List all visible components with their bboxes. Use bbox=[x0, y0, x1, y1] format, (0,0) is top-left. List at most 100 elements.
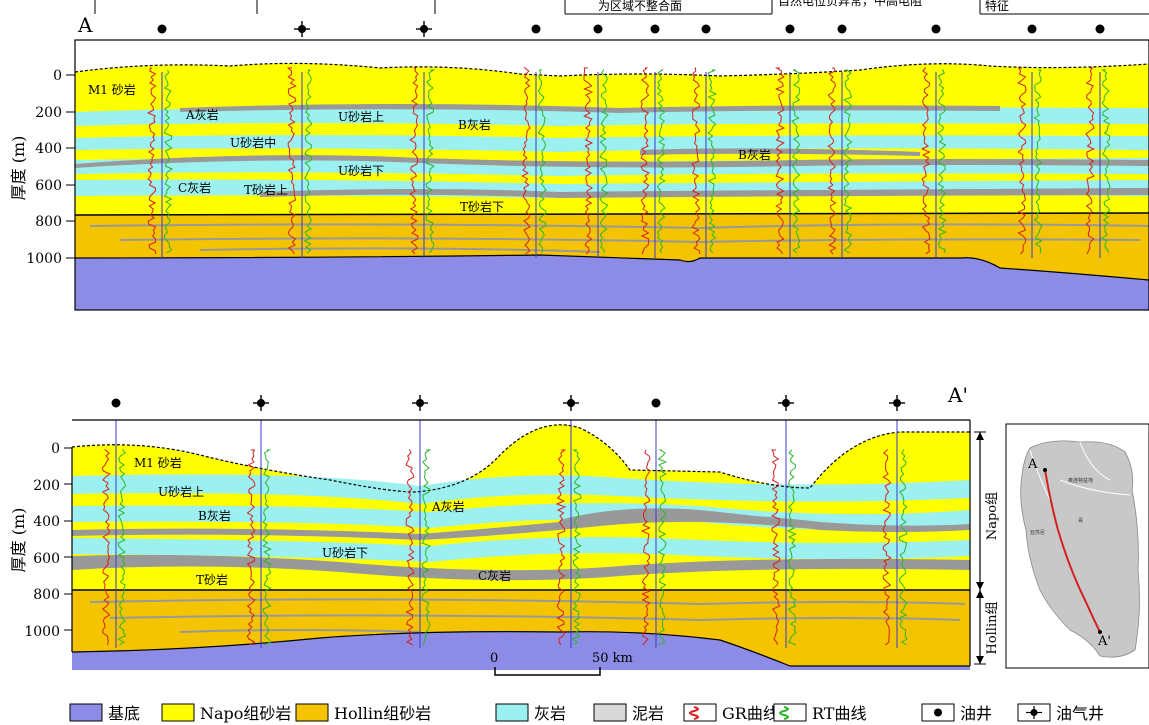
oil-well-icon bbox=[1095, 24, 1105, 34]
well bbox=[521, 67, 547, 258]
well bbox=[920, 67, 947, 258]
label-t-upper: T砂岩上 bbox=[244, 182, 288, 197]
oil-gas-well-icon bbox=[412, 395, 428, 411]
tick-label: 600 bbox=[33, 551, 60, 567]
header-cell-2: 自然电位负异常，中高电阻 bbox=[778, 0, 922, 8]
header-table-strip: 为区域不整合面 自然电位负异常，中高电阻 特征 bbox=[0, 0, 1149, 15]
oil-well-icon bbox=[593, 24, 603, 34]
map-small-label: 哥 bbox=[1078, 518, 1083, 524]
legend-item: Napo组砂岩 bbox=[161, 703, 291, 723]
limestone-band bbox=[75, 135, 1149, 152]
oil-gas-well-icon bbox=[563, 395, 579, 411]
svg-text:灰岩: 灰岩 bbox=[534, 704, 566, 723]
legend-item: 灰岩 bbox=[495, 703, 566, 723]
mudstone-streak bbox=[640, 148, 920, 156]
tick-label: 200 bbox=[35, 105, 62, 121]
legend-item: 基底 bbox=[69, 703, 140, 723]
well bbox=[409, 67, 436, 258]
tick-label: 0 bbox=[51, 441, 60, 457]
scale-end: 50 km bbox=[592, 651, 633, 666]
svg-text:基底: 基底 bbox=[108, 704, 140, 723]
well bbox=[583, 67, 609, 258]
oil-well-icon bbox=[701, 24, 711, 34]
scale-bar: 0 50 km bbox=[490, 651, 633, 676]
well bbox=[774, 67, 801, 258]
limestone-band bbox=[72, 474, 970, 504]
map-end-label: A' bbox=[1097, 634, 1111, 649]
oil-gas-well-icon bbox=[778, 395, 794, 411]
mudstone-streak bbox=[180, 104, 1000, 113]
mudstone-streak bbox=[72, 554, 970, 581]
oil-well-icon bbox=[931, 24, 941, 34]
well bbox=[146, 67, 173, 258]
upper-well-symbols bbox=[157, 21, 1105, 37]
y-axis-title: 厚度 (m) bbox=[9, 136, 28, 201]
basement-unit bbox=[72, 631, 970, 670]
well bbox=[827, 67, 853, 258]
oil-well-icon bbox=[837, 24, 847, 34]
oil-well-icon bbox=[111, 398, 121, 408]
svg-text:油气井: 油气井 bbox=[1056, 704, 1104, 723]
upper-unit-labels: M1 砂岩 A灰岩 U砂岩上 B灰岩 U砂岩中 B灰岩 U砂岩下 C灰岩 T砂岩… bbox=[88, 82, 771, 214]
label-u-middle: U砂岩中 bbox=[230, 135, 276, 150]
well bbox=[246, 420, 272, 648]
legend-item: 泥岩 bbox=[593, 703, 664, 723]
inset-map: A A' 奥连特盆地 哥 亚苏尼 bbox=[1005, 423, 1149, 669]
label-u-upper: U砂岩上 bbox=[338, 109, 384, 124]
napo-formation-label: Napo组 bbox=[985, 492, 1000, 540]
tick-label: 600 bbox=[35, 178, 62, 194]
well bbox=[405, 420, 432, 648]
well bbox=[640, 67, 666, 258]
oil-well-icon bbox=[1027, 24, 1037, 34]
map-small-label: 奥连特盆地 bbox=[1068, 477, 1093, 484]
tick-label: 200 bbox=[33, 478, 60, 494]
hollin-sandstone-unit bbox=[72, 590, 970, 666]
well bbox=[286, 67, 313, 258]
label-u-lower: U砂岩下 bbox=[322, 545, 368, 560]
section-start-marker: A bbox=[77, 13, 93, 37]
legend-item: GR曲线 bbox=[683, 703, 779, 723]
tick-label: 1000 bbox=[26, 251, 62, 267]
oil-well-icon bbox=[157, 24, 167, 34]
oil-well-icon bbox=[531, 24, 541, 34]
well bbox=[640, 420, 668, 648]
lower-y-axis: 0 200 400 600 800 1000 厚度 (m) bbox=[9, 441, 72, 640]
upper-section bbox=[75, 40, 1149, 310]
tick-label: 0 bbox=[53, 68, 62, 84]
map-small-label: 亚苏尼 bbox=[1030, 529, 1045, 536]
oil-well-icon bbox=[650, 24, 660, 34]
svg-text:RT曲线: RT曲线 bbox=[812, 704, 866, 723]
hollin-formation-label: Hollin组 bbox=[985, 601, 1000, 654]
label-c-limestone: C灰岩 bbox=[478, 568, 511, 583]
well bbox=[771, 420, 797, 648]
tick-label: 1000 bbox=[24, 624, 60, 640]
scale-zero: 0 bbox=[490, 651, 498, 666]
label-m1-sandstone: M1 砂岩 bbox=[88, 82, 136, 97]
label-a-limestone: A灰岩 bbox=[185, 107, 219, 122]
formation-bracket: Napo组 Hollin组 bbox=[974, 431, 1000, 665]
limestone-band bbox=[75, 107, 1149, 126]
map-start-label: A bbox=[1027, 457, 1038, 472]
svg-text:泥岩: 泥岩 bbox=[632, 704, 664, 723]
oil-gas-well-icon bbox=[889, 395, 905, 411]
header-cell-1: 为区域不整合面 bbox=[598, 0, 682, 13]
tick-label: 400 bbox=[33, 514, 60, 530]
label-a-limestone: A灰岩 bbox=[431, 499, 465, 514]
lower-section bbox=[72, 415, 970, 670]
tick-label: 400 bbox=[35, 141, 62, 157]
oil-gas-well-icon bbox=[253, 395, 269, 411]
lower-unit-labels: M1 砂岩 U砂岩上 B灰岩 A灰岩 U砂岩下 C灰岩 T砂岩 bbox=[134, 455, 511, 587]
lower-well-symbols bbox=[111, 395, 905, 411]
header-cell-3: 特征 bbox=[985, 0, 1009, 13]
section-end-marker: A' bbox=[947, 383, 968, 407]
well bbox=[1017, 67, 1043, 258]
limestone-band bbox=[72, 537, 970, 562]
label-m1-sandstone: M1 砂岩 bbox=[134, 455, 182, 470]
svg-text:GR曲线: GR曲线 bbox=[722, 704, 779, 723]
label-u-upper: U砂岩上 bbox=[158, 484, 204, 499]
label-b-limestone-right: B灰岩 bbox=[738, 147, 771, 162]
well bbox=[882, 420, 908, 648]
y-axis-title: 厚度 (m) bbox=[9, 508, 28, 573]
well bbox=[1085, 67, 1111, 258]
mudstone-streak bbox=[260, 188, 1149, 198]
